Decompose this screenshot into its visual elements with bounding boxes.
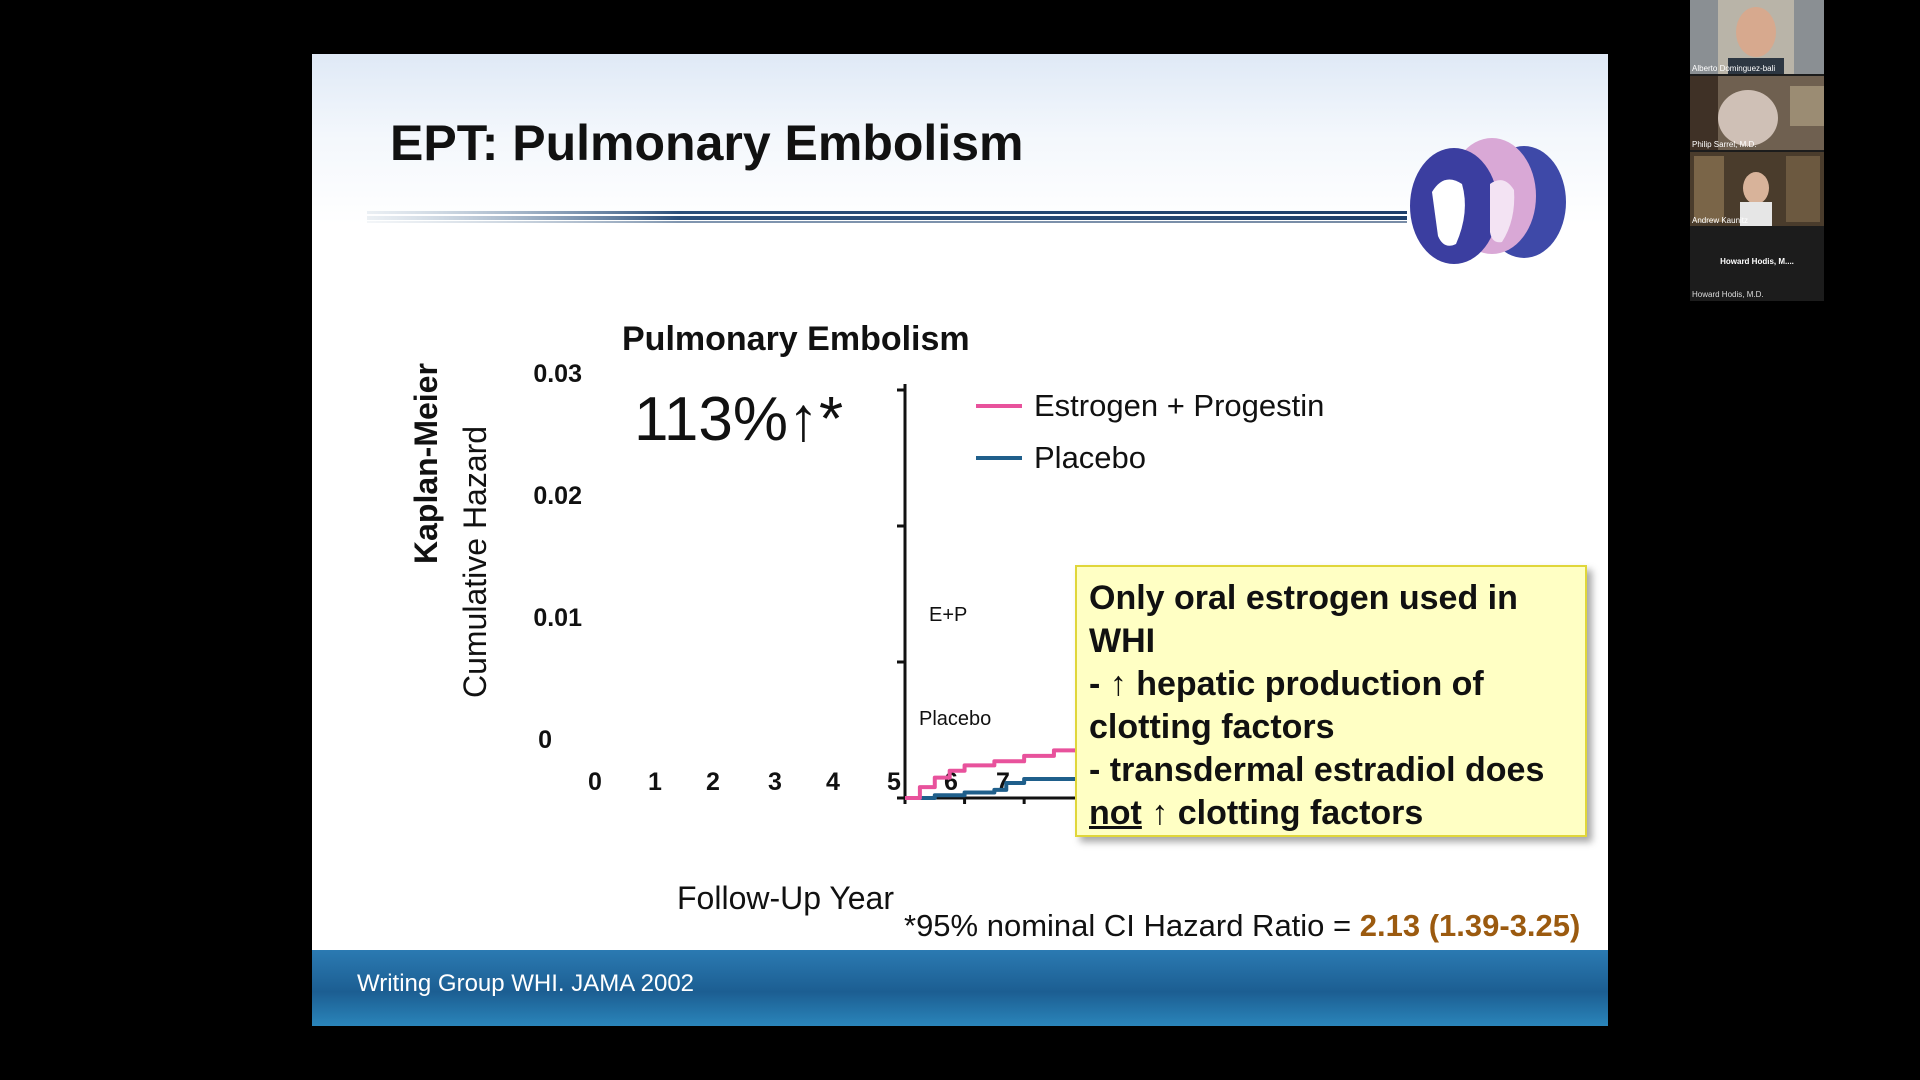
participant-tile[interactable]: Philip Sarrel, M.D. — [1690, 76, 1824, 150]
legend-item-placebo: Placebo — [976, 432, 1324, 484]
callout-line: not ↑ clotting factors — [1089, 792, 1575, 835]
participant-tile[interactable]: Andrew Kaunitz — [1690, 152, 1824, 226]
x-tick-label: 3 — [768, 768, 782, 796]
series-label-placebo: Placebo — [919, 708, 992, 730]
y-tick-label: 0.02 — [533, 482, 582, 510]
footnote-text: *95% nominal CI Hazard Ratio = — [904, 908, 1360, 943]
callout-line: WHI — [1089, 622, 1156, 660]
callout-line: Only oral estrogen used in — [1089, 579, 1518, 617]
x-tick-label: 1 — [648, 768, 662, 796]
chart-title: Pulmonary Embolism — [622, 320, 970, 358]
x-axis-label: Follow-Up Year — [677, 880, 894, 916]
legend-label: Placebo — [1034, 440, 1147, 475]
participant-video-icon — [1690, 152, 1824, 226]
oral-estrogen-callout: Only oral estrogen used in WHI - ↑ hepat… — [1075, 565, 1587, 837]
x-tick-label: 2 — [706, 768, 720, 796]
y-axis-label-method: Kaplan-Meier — [408, 363, 444, 564]
title-divider — [367, 211, 1407, 223]
callout-line: - transdermal estradiol does — [1089, 751, 1545, 789]
legend-label: Estrogen + Progestin — [1034, 388, 1325, 423]
hazard-ratio-value: 2.13 (1.39-3.25) — [1359, 908, 1581, 943]
participant-name: Andrew Kaunitz — [1692, 216, 1749, 225]
active-speaker-label: Howard Hodis, M.D. — [1692, 290, 1764, 299]
participant-video-icon — [1690, 0, 1824, 74]
callout-emphasis-not: not — [1089, 794, 1142, 832]
citation: Writing Group WHI. JAMA 2002 — [357, 970, 695, 997]
increase-stat: 113%↑* — [634, 385, 844, 454]
active-speaker-name[interactable]: Howard Hodis, M.... — [1720, 257, 1794, 266]
slide-footer: Writing Group WHI. JAMA 2002 — [312, 950, 1608, 1026]
y-tick-label: 0.03 — [533, 360, 582, 388]
legend-swatch — [976, 456, 1022, 460]
slide-title: EPT: Pulmonary Embolism — [390, 115, 1024, 171]
y-tick-label: 0 — [538, 726, 552, 754]
chart-legend: Estrogen + Progestin Placebo — [976, 380, 1324, 484]
hazard-ratio-footnote: *95% nominal CI Hazard Ratio = 2.13 (1.3… — [904, 908, 1580, 944]
x-tick-label: 0 — [588, 768, 602, 796]
x-tick-label: 4 — [826, 768, 840, 796]
whi-logo-icon — [1410, 138, 1566, 264]
y-axis-label: Cumulative Hazard — [457, 425, 493, 698]
callout-line: clotting factors — [1089, 708, 1335, 746]
callout-line: - ↑ hepatic production of — [1089, 665, 1484, 703]
participant-tile[interactable]: Alberto Dominguez-bali — [1690, 0, 1824, 74]
participant-name: Alberto Dominguez-bali — [1692, 64, 1776, 73]
participant-panel: Alberto Dominguez-bali Philip Sarrel, M.… — [1690, 0, 1824, 301]
presentation-slide: EPT: Pulmonary Embolism Pulmonary Emboli… — [312, 54, 1608, 1026]
series-label-ep: E+P — [929, 604, 968, 626]
participant-name: Philip Sarrel, M.D. — [1692, 140, 1757, 149]
legend-item-estrogen-progestin: Estrogen + Progestin — [976, 380, 1324, 432]
participant-video-icon — [1690, 76, 1824, 150]
x-tick-label: 5 — [887, 768, 901, 796]
y-tick-label: 0.01 — [533, 604, 582, 632]
callout-line-rest: ↑ clotting factors — [1141, 794, 1424, 832]
x-tick-label: 6 — [944, 768, 958, 796]
legend-swatch — [976, 404, 1022, 408]
